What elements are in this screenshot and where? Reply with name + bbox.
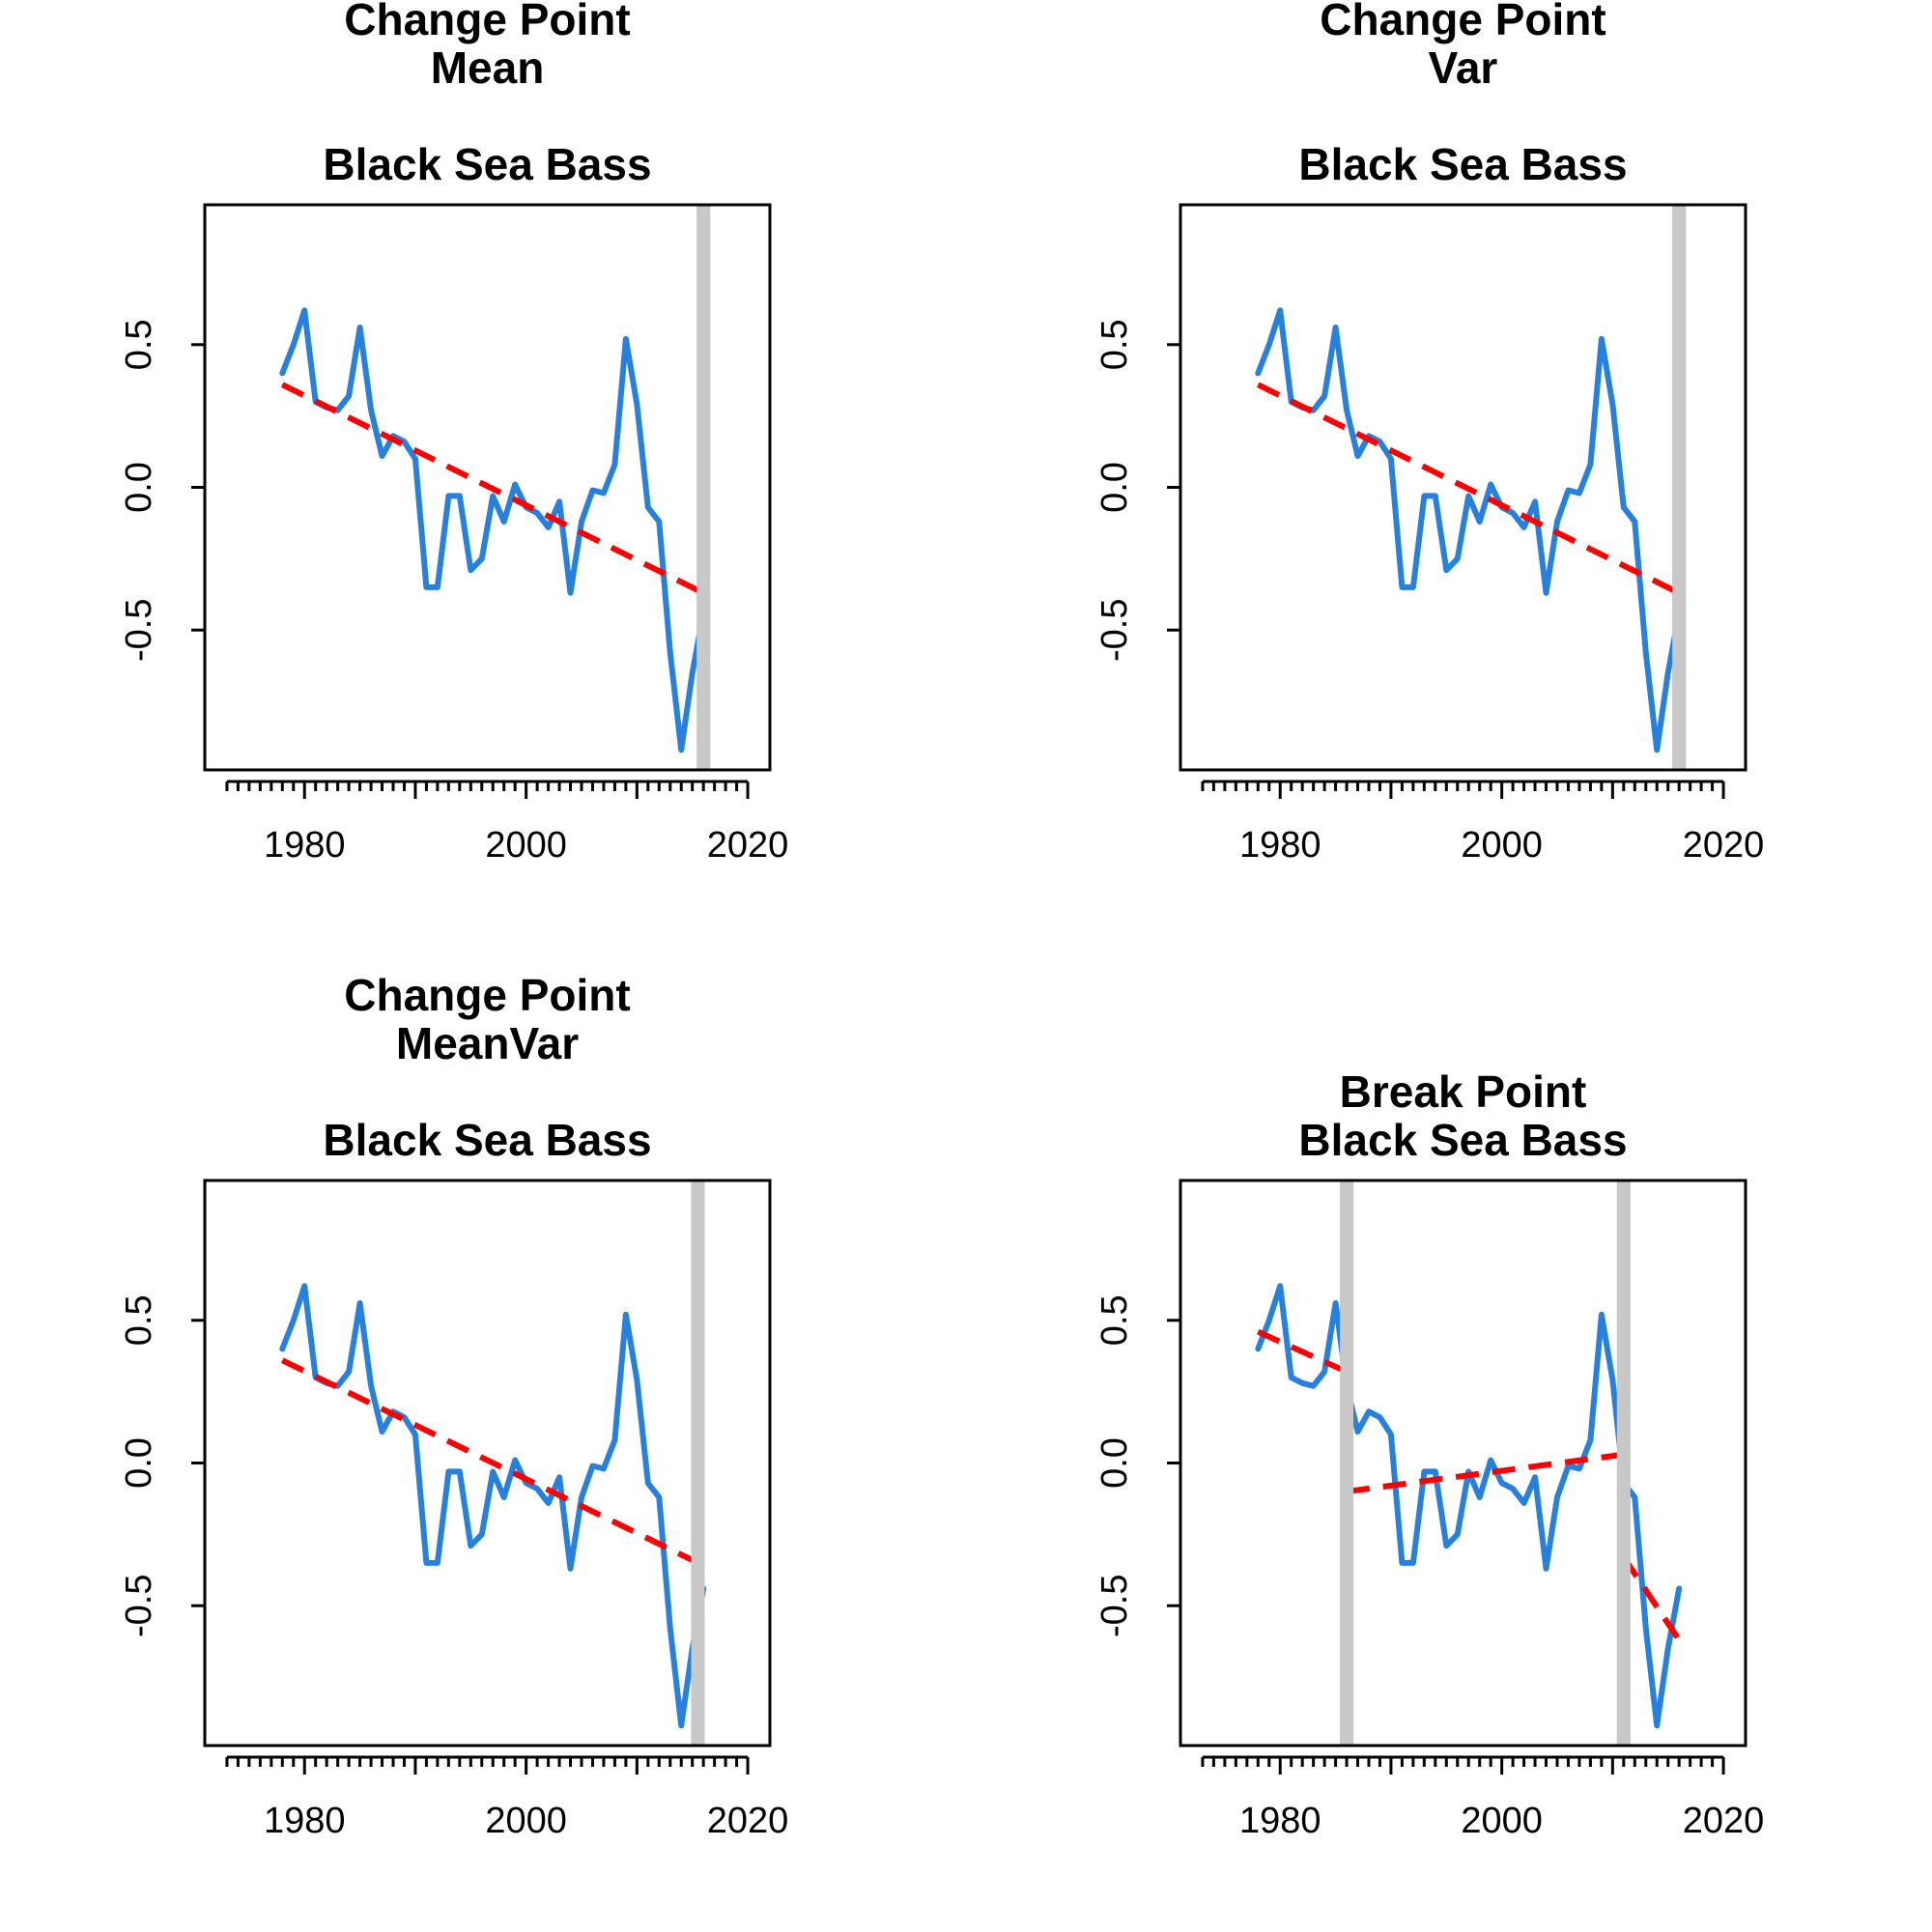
change-point-band-overlay — [696, 205, 711, 770]
chart-title-line: Var — [1429, 43, 1498, 93]
y-tick-label: -0.5 — [119, 1574, 159, 1636]
change-point-band-overlay — [691, 1180, 705, 1746]
x-tick-label: 1980 — [1239, 825, 1321, 866]
y-tick-label: -0.5 — [119, 598, 159, 661]
chart-title-line: Mean — [431, 43, 545, 93]
chart-title-line: Black Sea Bass — [1298, 139, 1627, 189]
trend-line — [1257, 1328, 1349, 1375]
x-tick-label: 2000 — [1461, 1801, 1543, 1841]
x-tick-label: 2000 — [485, 825, 567, 866]
y-tick-label: 0.0 — [119, 462, 159, 513]
y-tick-label: -0.5 — [1094, 1574, 1135, 1636]
x-tick-label: 1980 — [1239, 1801, 1321, 1841]
x-tick-label: 2020 — [1683, 825, 1765, 866]
chart-title-line: Change Point — [1320, 0, 1605, 44]
chart-title-line: Black Sea Bass — [323, 139, 651, 189]
y-tick-label: -0.5 — [1094, 598, 1135, 661]
x-tick-label: 2020 — [707, 825, 789, 866]
chart-title-line: Change Point — [344, 0, 630, 44]
chart-title-line: Change Point — [344, 970, 630, 1020]
x-tick-label: 2000 — [1461, 825, 1543, 866]
x-tick-label: 2020 — [707, 1801, 789, 1841]
series-line — [1255, 1283, 1683, 1729]
x-tick-label: 1980 — [264, 825, 346, 866]
y-tick-label: 0.5 — [119, 1294, 159, 1346]
series-line — [279, 1283, 707, 1729]
trend-line — [1346, 1451, 1625, 1495]
y-tick-label: 0.5 — [1094, 319, 1135, 370]
change-point-band-overlay — [1340, 1180, 1354, 1746]
chart-title-line: Black Sea Bass — [323, 1115, 651, 1165]
trend-line — [280, 1357, 695, 1563]
plot-frame — [1179, 1179, 1747, 1747]
y-tick-label: 0.0 — [1094, 462, 1135, 513]
trend-line — [1256, 382, 1681, 596]
x-tick-label: 1980 — [264, 1801, 346, 1841]
y-tick-label: 0.0 — [1094, 1437, 1135, 1489]
y-tick-label: 0.5 — [119, 319, 159, 370]
change-point-band-overlay — [1672, 205, 1687, 770]
trend-line — [280, 382, 705, 596]
trend-line — [1621, 1555, 1682, 1642]
series-line — [279, 307, 707, 753]
x-tick-label: 2000 — [485, 1801, 567, 1841]
series-line — [1255, 307, 1683, 753]
y-tick-label: 0.0 — [119, 1437, 159, 1489]
chart-title-line: Break Point — [1340, 1066, 1587, 1117]
chart-title-line: Black Sea Bass — [1298, 1115, 1627, 1165]
x-tick-label: 2020 — [1683, 1801, 1765, 1841]
y-tick-label: 0.5 — [1094, 1294, 1135, 1346]
chart-title-line: MeanVar — [396, 1018, 579, 1068]
change-point-band-overlay — [1616, 1180, 1631, 1746]
